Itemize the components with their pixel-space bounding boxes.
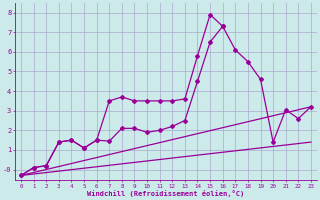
- X-axis label: Windchill (Refroidissement éolien,°C): Windchill (Refroidissement éolien,°C): [87, 190, 244, 197]
